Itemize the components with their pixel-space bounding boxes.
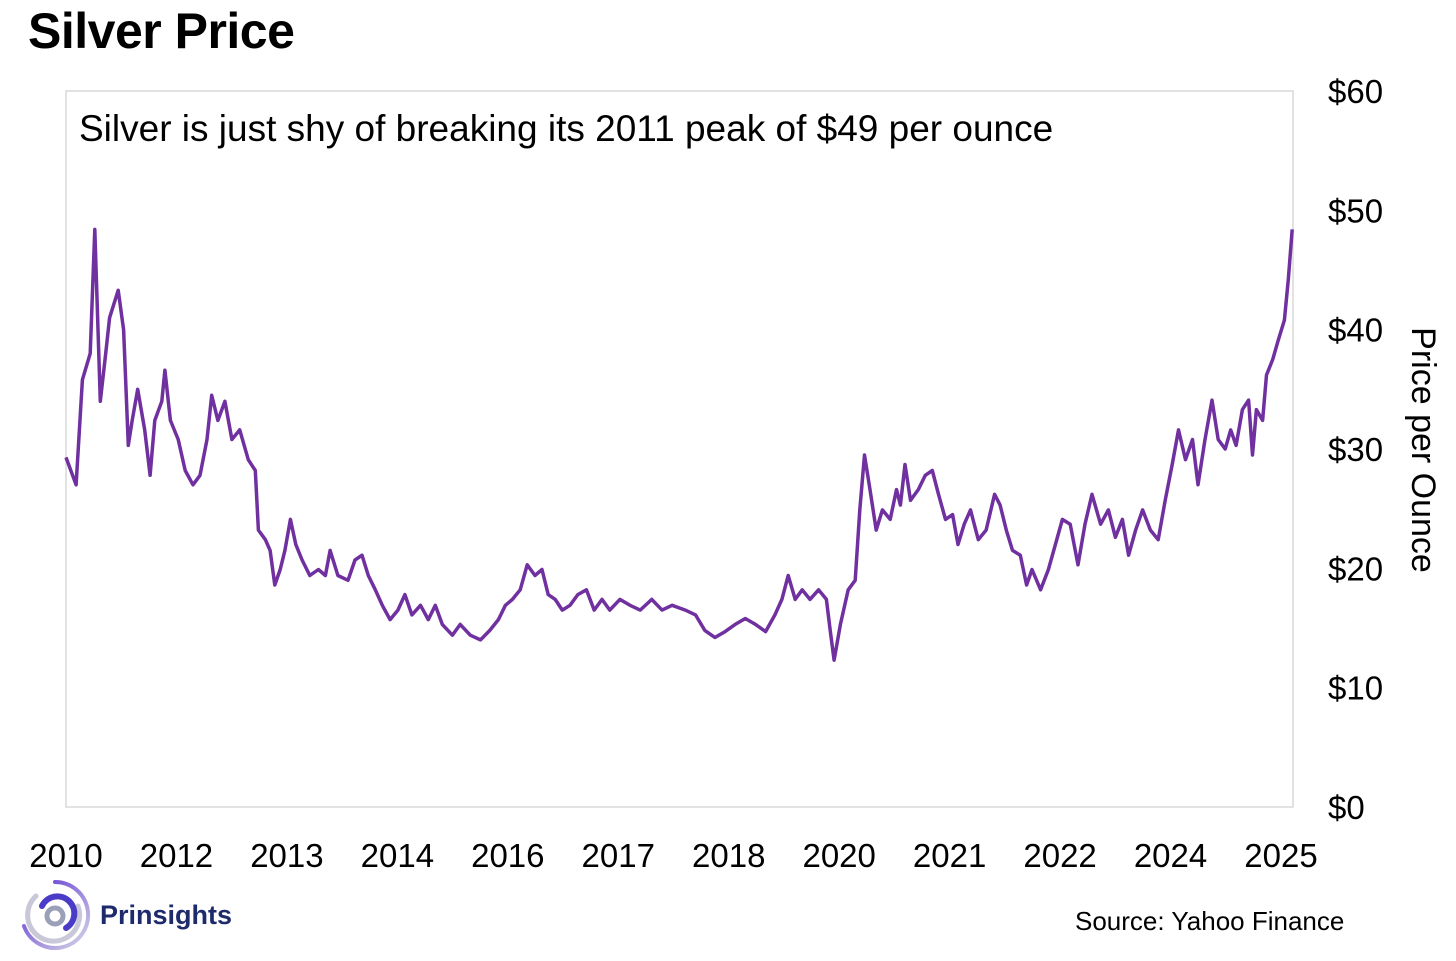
x-axis-ticks: 2010 2012 2013 2014 2016 2017 2018 2020 2021 2022… [29,837,1317,874]
x-tick-label: 2021 [913,837,986,874]
y-tick-label: $40 [1328,312,1383,349]
prinsights-logo-icon [22,879,91,950]
source-note: Source: Yahoo Finance [1075,906,1345,936]
y-tick-label: $10 [1328,670,1383,707]
x-tick-label: 2016 [471,837,544,874]
x-tick-label: 2014 [361,837,434,874]
x-tick-label: 2010 [29,837,102,874]
brand-logo: Prinsights [16,876,232,954]
x-tick-label: 2012 [140,837,213,874]
x-tick-label: 2018 [692,837,765,874]
x-tick-label: 2020 [802,837,875,874]
chart-annotation: Silver is just shy of breaking its 2011 … [79,108,1053,149]
y-tick-label: $60 [1328,73,1383,110]
x-tick-label: 2017 [582,837,655,874]
x-tick-label: 2024 [1134,837,1207,874]
y-tick-label: $30 [1328,431,1383,468]
y-tick-label: $50 [1328,192,1383,229]
x-tick-label: 2022 [1023,837,1096,874]
series-line-silver [64,227,1294,662]
y-axis-label: Price per Ounce [1404,327,1442,573]
x-tick-label: 2025 [1244,837,1317,874]
y-axis-ticks: $0 $10 $20 $30 $40 $50 $60 [1328,73,1383,826]
brand-name: Prinsights [100,899,233,930]
x-tick-label: 2013 [250,837,323,874]
plot-area [65,90,1294,808]
y-tick-label: $20 [1328,550,1383,587]
chart-title: Silver Price [28,3,295,59]
y-tick-label: $0 [1328,789,1365,826]
